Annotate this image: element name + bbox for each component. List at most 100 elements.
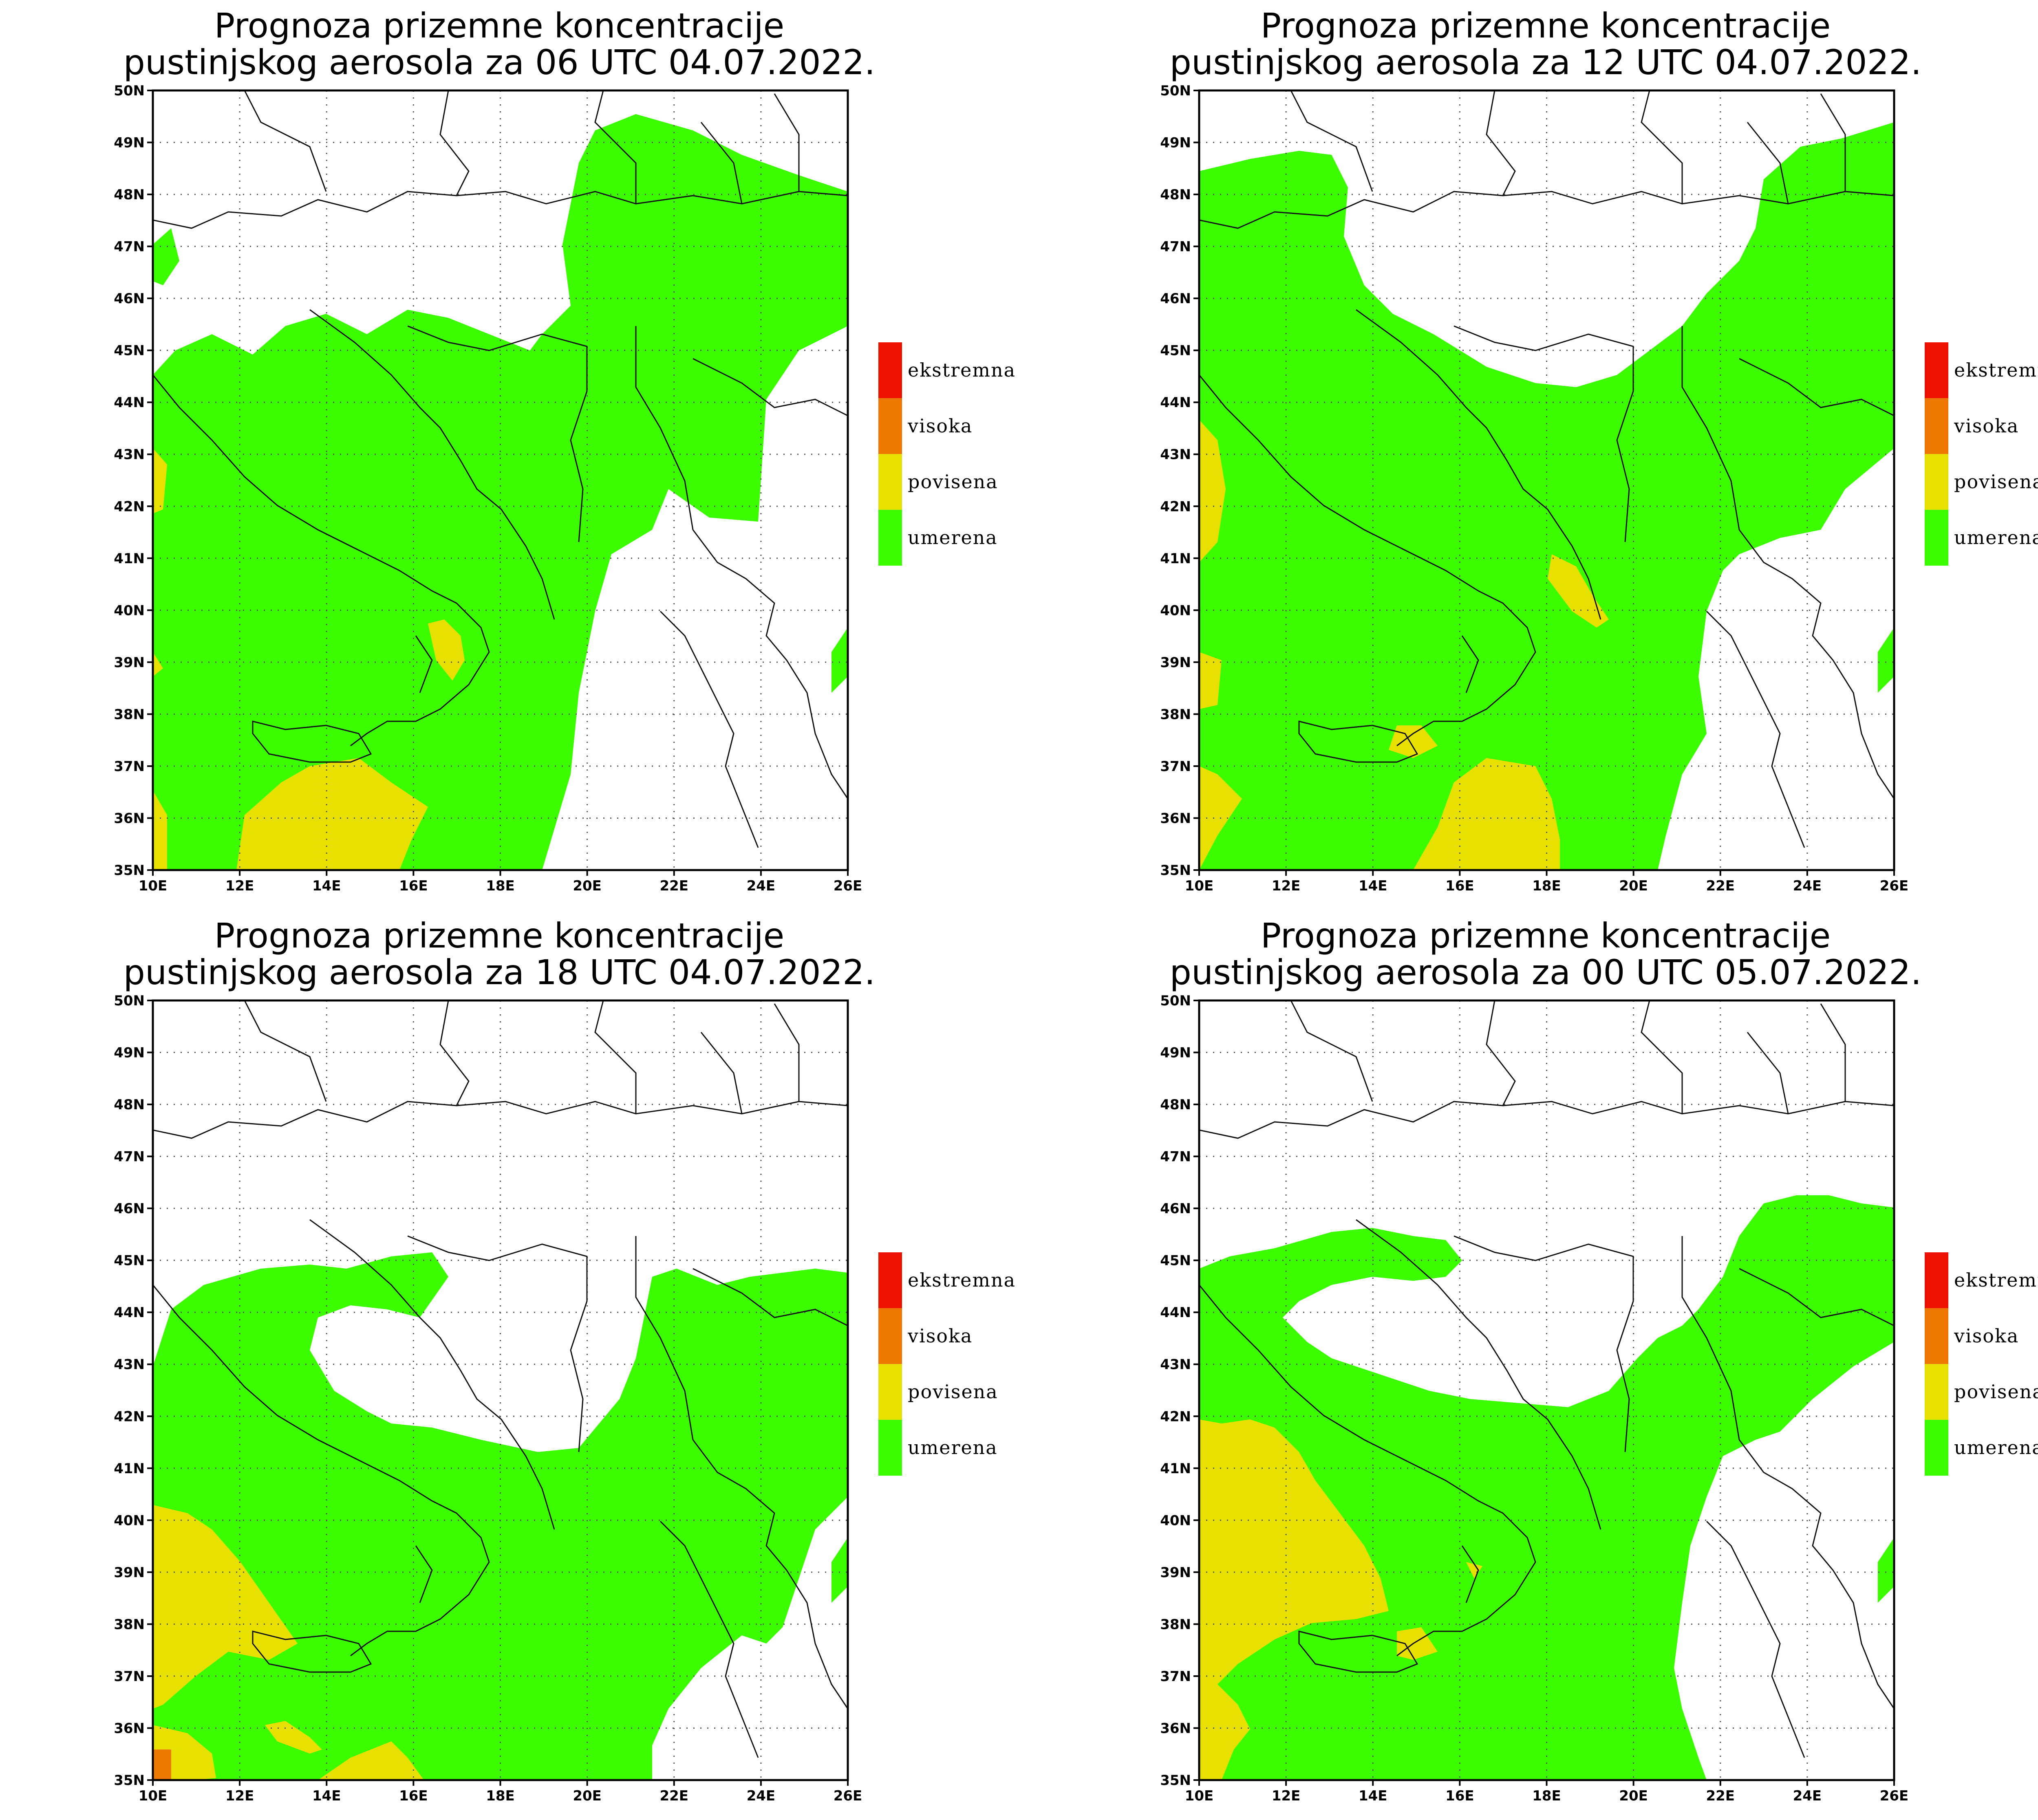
map-area bbox=[152, 89, 849, 871]
legend: ekstremna visoka povisena umerena bbox=[878, 342, 1016, 566]
legend: ekstremna visoka povisena umerena bbox=[1925, 342, 2038, 566]
lon-tick-label: 14E bbox=[312, 1788, 341, 1804]
lat-tick-label: 40N bbox=[1160, 1512, 1191, 1529]
lat-tick-label: 50N bbox=[114, 993, 145, 1009]
lat-tick-label: 46N bbox=[114, 291, 145, 307]
lat-tick-label: 35N bbox=[114, 862, 145, 879]
map-area bbox=[152, 999, 849, 1781]
lat-tick-label: 47N bbox=[114, 1149, 145, 1165]
lat-tick-label: 41N bbox=[1160, 551, 1191, 567]
legend-label-ekstremna: ekstremna bbox=[908, 1269, 1016, 1291]
lat-tick-label: 46N bbox=[114, 1201, 145, 1217]
lon-tick-label: 20E bbox=[573, 878, 602, 894]
map-area bbox=[1198, 89, 1895, 871]
lat-tick-label: 47N bbox=[114, 239, 145, 255]
lon-tick-label: 18E bbox=[1532, 878, 1561, 894]
lon-tick-label: 16E bbox=[399, 878, 428, 894]
lon-tick-label: 10E bbox=[139, 878, 168, 894]
lon-tick-label: 18E bbox=[1532, 1788, 1561, 1804]
lon-tick-label: 12E bbox=[1272, 878, 1301, 894]
field-povisena bbox=[236, 758, 428, 870]
lat-tick-label: 38N bbox=[1160, 1616, 1191, 1633]
lat-tick-label: 37N bbox=[114, 758, 145, 775]
lon-tick-label: 24E bbox=[747, 878, 776, 894]
lat-tick-label: 43N bbox=[1160, 447, 1191, 463]
legend-swatch-umerena bbox=[878, 1420, 902, 1476]
lat-tick-label: 45N bbox=[1160, 1253, 1191, 1269]
lat-lon-grid bbox=[153, 1000, 848, 1780]
map-title-line2: pustinjskog aerosola za 18 UTC 04.07.202… bbox=[124, 952, 876, 992]
lat-tick-label: 36N bbox=[114, 1720, 145, 1736]
field-povisena bbox=[1199, 1676, 1250, 1780]
field-povisena bbox=[1389, 725, 1438, 758]
lon-tick-label: 24E bbox=[1793, 878, 1822, 894]
field-povisena bbox=[153, 1505, 298, 1709]
legend-swatch-visoka bbox=[1925, 398, 1948, 454]
lat-tick-label: 39N bbox=[1160, 1564, 1191, 1581]
legend-swatch-visoka bbox=[1925, 1308, 1948, 1364]
legend-swatch-visoka bbox=[878, 398, 902, 454]
lat-tick-label: 48N bbox=[114, 187, 145, 203]
lat-tick-label: 45N bbox=[1160, 343, 1191, 359]
field-umerena bbox=[1878, 628, 1894, 693]
lat-tick-label: 48N bbox=[1160, 187, 1191, 203]
lat-tick-label: 45N bbox=[114, 1253, 145, 1269]
lat-tick-label: 49N bbox=[1160, 1045, 1191, 1061]
field-umerena bbox=[1878, 1538, 1894, 1603]
map-title-line1: Prognoza prizemne koncentracije bbox=[1261, 6, 1831, 46]
legend-label-povisena: povisena bbox=[908, 1381, 998, 1403]
field-povisena bbox=[1199, 420, 1226, 562]
field-umerena bbox=[1199, 1195, 1894, 1780]
map-title-line1: Prognoza prizemne koncentracije bbox=[214, 6, 785, 46]
lat-tick-label: 46N bbox=[1160, 1201, 1191, 1217]
legend-label-ekstremna: ekstremna bbox=[1954, 1269, 2038, 1291]
lon-tick-label: 18E bbox=[486, 878, 515, 894]
field-povisena bbox=[1397, 1627, 1438, 1660]
lat-tick-label: 44N bbox=[1160, 394, 1191, 411]
legend-swatch-ekstremna bbox=[1925, 1252, 1948, 1308]
axis-ticks: 35N 36N 37N 38N 39N 40N 41N 42N 43N 44N 45N 46N 47N 4… bbox=[1160, 993, 1908, 1804]
legend: ekstremna visoka povisena umerena bbox=[878, 1252, 1016, 1476]
lat-tick-label: 50N bbox=[1160, 83, 1191, 99]
lon-tick-label: 24E bbox=[747, 1788, 776, 1804]
legend-swatch-visoka bbox=[878, 1308, 902, 1364]
forecast-map-panel: Prognoza prizemne koncentracije pustinjs… bbox=[0, 910, 1046, 1820]
legend-swatch-povisena bbox=[878, 454, 902, 510]
lon-tick-label: 26E bbox=[834, 1788, 862, 1804]
lat-tick-label: 47N bbox=[1160, 239, 1191, 255]
lat-tick-label: 50N bbox=[114, 83, 145, 99]
lat-tick-label: 42N bbox=[114, 498, 145, 515]
lat-tick-label: 37N bbox=[1160, 1668, 1191, 1685]
lat-tick-label: 39N bbox=[114, 1564, 145, 1581]
lat-tick-label: 43N bbox=[1160, 1357, 1191, 1373]
field-povisena bbox=[153, 791, 167, 870]
lat-tick-label: 35N bbox=[1160, 1772, 1191, 1789]
lat-tick-label: 48N bbox=[114, 1097, 145, 1113]
field-povisena bbox=[265, 1721, 322, 1754]
lat-tick-label: 36N bbox=[114, 810, 145, 826]
field-povisena bbox=[318, 1741, 424, 1780]
legend-swatch-umerena bbox=[1925, 510, 1948, 566]
field-povisena bbox=[153, 448, 167, 513]
lon-tick-label: 16E bbox=[399, 1788, 428, 1804]
lat-tick-label: 35N bbox=[1160, 862, 1191, 879]
field-visoka bbox=[153, 1749, 171, 1780]
axis-ticks: 35N 36N 37N 38N 39N 40N 41N 42N 43N 44N 45N 46N 47N 4… bbox=[114, 83, 862, 894]
field-povisena bbox=[1199, 652, 1222, 709]
lon-tick-label: 10E bbox=[1185, 1788, 1214, 1804]
lon-tick-label: 12E bbox=[225, 1788, 254, 1804]
map-title-line2: pustinjskog aerosola za 00 UTC 05.07.202… bbox=[1170, 952, 1922, 992]
lat-tick-label: 38N bbox=[114, 706, 145, 723]
legend-swatch-povisena bbox=[878, 1364, 902, 1420]
legend-label-ekstremna: ekstremna bbox=[908, 359, 1016, 381]
lat-tick-label: 48N bbox=[1160, 1097, 1191, 1113]
field-povisena bbox=[1413, 758, 1560, 870]
lon-tick-label: 12E bbox=[1272, 1788, 1301, 1804]
forecast-map-panel: Prognoza prizemne koncentracije pustinjs… bbox=[1046, 910, 2038, 1820]
legend-label-povisena: povisena bbox=[1954, 471, 2038, 493]
lat-tick-label: 43N bbox=[114, 1357, 145, 1373]
legend-swatch-ekstremna bbox=[878, 1252, 902, 1308]
map-title-line2: pustinjskog aerosola za 06 UTC 04.07.202… bbox=[124, 42, 876, 82]
aerosol-concentration-fields bbox=[153, 114, 848, 870]
lon-tick-label: 24E bbox=[1793, 1788, 1822, 1804]
